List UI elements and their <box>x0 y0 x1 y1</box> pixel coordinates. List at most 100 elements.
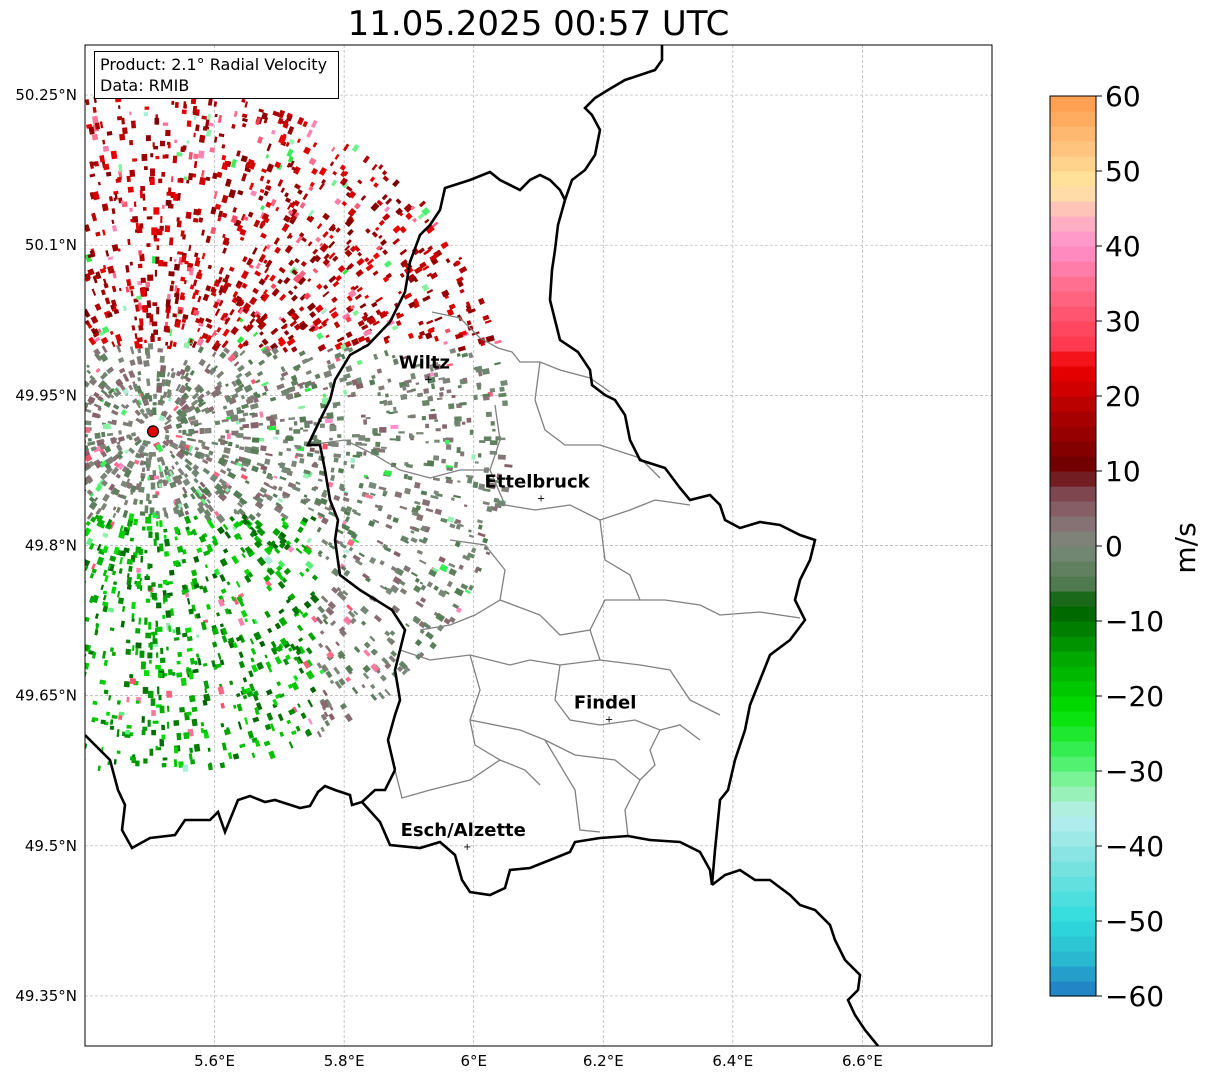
colorbar-tick-label: −40 <box>1105 830 1164 863</box>
colorbar-swatch <box>1050 276 1096 292</box>
colorbar-swatch <box>1050 366 1096 382</box>
colorbar-tick-label: 20 <box>1105 380 1141 413</box>
colorbar-swatch <box>1050 141 1096 157</box>
city-marker-icon: + <box>605 715 613 726</box>
colorbar-tick-label: −60 <box>1105 980 1164 1013</box>
colorbar-swatch <box>1050 816 1096 832</box>
colorbar-swatch <box>1050 951 1096 967</box>
colorbar-swatch <box>1050 186 1096 202</box>
colorbar-unit-label: m/s <box>1169 522 1202 573</box>
city-marker-icon: + <box>537 493 545 504</box>
colorbar-swatch <box>1050 171 1096 187</box>
map-title: 11.05.2025 00:57 UTC <box>347 4 730 44</box>
border-be-de <box>563 45 664 201</box>
colorbar-swatch <box>1050 726 1096 742</box>
colorbar-swatch <box>1050 651 1096 667</box>
colorbar-swatch <box>1050 396 1096 412</box>
colorbar-swatch <box>1050 126 1096 142</box>
colorbar-swatch <box>1050 516 1096 532</box>
y-tick-label: 49.5°N <box>25 837 77 855</box>
radar-site-marker <box>146 425 160 438</box>
colorbar-swatch <box>1050 426 1096 442</box>
colorbar-swatch <box>1050 621 1096 637</box>
colorbar-swatch <box>1050 666 1096 682</box>
colorbar-swatch <box>1050 156 1096 172</box>
colorbar-swatch <box>1050 441 1096 457</box>
border-fr-lu <box>361 801 714 897</box>
colorbar-swatch <box>1050 501 1096 517</box>
colorbar-tick-label: 10 <box>1105 455 1141 488</box>
colorbar-swatch <box>1050 456 1096 472</box>
colorbar-swatch <box>1050 966 1096 982</box>
y-tick-label: 49.35°N <box>15 987 77 1005</box>
colorbar-swatches <box>1050 96 1096 997</box>
colorbar-tick-label: −30 <box>1105 755 1164 788</box>
colorbar-swatch <box>1050 846 1096 862</box>
colorbar-swatch <box>1050 861 1096 877</box>
border-de-fr <box>711 868 880 1046</box>
border-be-lu <box>305 170 567 771</box>
radar-echoes <box>85 94 513 773</box>
colorbar-tick-label: 30 <box>1105 305 1141 338</box>
x-tick-label: 6°E <box>460 1052 487 1070</box>
colorbar-swatch <box>1050 546 1096 562</box>
y-axis-ticks: 50.25°N 50.1°N 49.95°N 49.8°N 49.65°N 49.5°N 4… <box>15 86 77 1005</box>
y-tick-label: 49.65°N <box>15 687 77 705</box>
colorbar-swatch <box>1050 696 1096 712</box>
colorbar-swatch <box>1050 711 1096 727</box>
colorbar-swatch <box>1050 921 1096 937</box>
colorbar-tick-label: −20 <box>1105 680 1164 713</box>
colorbar-swatch <box>1050 936 1096 952</box>
colorbar-swatch <box>1050 891 1096 907</box>
x-axis-ticks: 5.6°E 5.8°E 6°E 6.2°E 6.4°E 6.6°E <box>194 1052 883 1070</box>
colorbar-swatch <box>1050 876 1096 892</box>
product-info-box: Product: 2.1° Radial Velocity Data: RMIB <box>94 51 339 99</box>
colorbar-swatch <box>1050 216 1096 232</box>
colorbar-tick-label: 60 <box>1105 80 1141 113</box>
city-markers: +Wiltz+Ettelbruck+Findel+Esch/Alzette <box>399 352 637 852</box>
city-label: Esch/Alzette <box>401 820 526 841</box>
colorbar-swatch <box>1050 306 1096 322</box>
y-tick-label: 50.1°N <box>25 236 77 254</box>
city-label: Ettelbruck <box>485 471 591 492</box>
colorbar-swatch <box>1050 531 1096 547</box>
borders <box>85 45 880 1046</box>
colorbar-swatch <box>1050 576 1096 592</box>
colorbar-swatch <box>1050 561 1096 577</box>
border-be-fr <box>85 734 397 850</box>
colorbar-swatch <box>1050 246 1096 262</box>
colorbar: 60 50 40 30 20 10 0 −10 −20 −30 −40 −50 −60 m/s <box>1049 80 1202 1013</box>
colorbar-swatch <box>1050 636 1096 652</box>
y-tick-label: 49.8°N <box>25 537 77 555</box>
colorbar-swatch <box>1050 906 1096 922</box>
x-tick-label: 5.8°E <box>324 1052 365 1070</box>
x-tick-label: 6.4°E <box>712 1052 753 1070</box>
colorbar-swatch <box>1050 681 1096 697</box>
colorbar-swatch <box>1050 201 1096 217</box>
colorbar-swatch <box>1050 411 1096 427</box>
colorbar-swatch <box>1050 351 1096 367</box>
colorbar-swatch <box>1050 261 1096 277</box>
colorbar-swatch <box>1050 801 1096 817</box>
city-marker-icon: + <box>424 374 432 385</box>
product-label: Product: 2.1° Radial Velocity <box>100 55 328 74</box>
y-tick-label: 50.25°N <box>15 86 77 104</box>
colorbar-tick-label: 40 <box>1105 230 1141 263</box>
colorbar-tick-label: −10 <box>1105 605 1164 638</box>
plot-frame <box>84 44 993 1047</box>
data-source-label: Data: RMIB <box>100 76 190 95</box>
colorbar-swatch <box>1050 471 1096 487</box>
colorbar-swatch <box>1050 741 1096 757</box>
colorbar-tick-label: −50 <box>1105 905 1164 938</box>
colorbar-swatch <box>1050 591 1096 607</box>
colorbar-swatch <box>1050 96 1096 112</box>
city-label: Wiltz <box>399 352 450 373</box>
colorbar-swatch <box>1050 336 1096 352</box>
colorbar-tick-label: 0 <box>1105 530 1123 563</box>
colorbar-swatch <box>1050 486 1096 502</box>
x-tick-label: 5.6°E <box>194 1052 235 1070</box>
colorbar-swatch <box>1050 981 1096 997</box>
colorbar-swatch <box>1050 831 1096 847</box>
x-tick-label: 6.2°E <box>583 1052 624 1070</box>
